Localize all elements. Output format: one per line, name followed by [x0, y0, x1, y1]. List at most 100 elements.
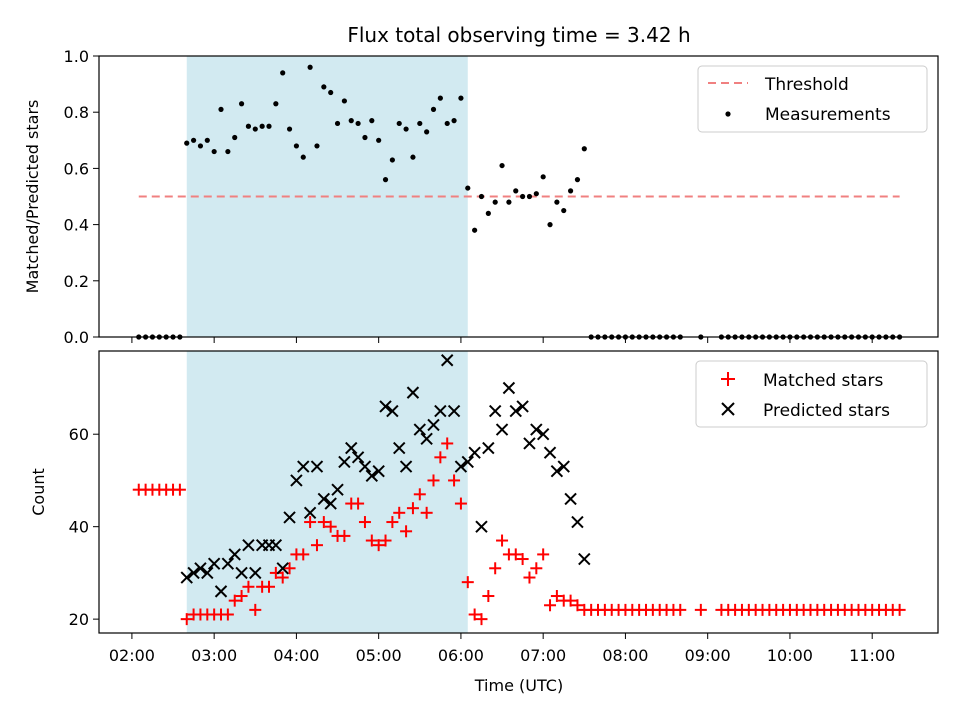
predicted-star-point	[180, 571, 193, 584]
measurement-point	[506, 199, 512, 205]
predicted-star-point	[187, 566, 200, 580]
measurement-point	[382, 177, 389, 183]
measurement-point	[232, 134, 238, 141]
predicted-star-point	[235, 566, 248, 580]
predicted-star-point	[564, 492, 577, 506]
measurement-point	[204, 137, 210, 143]
measurement-point	[478, 193, 485, 200]
matched-star-point	[310, 539, 323, 552]
predicted-star-point	[317, 492, 331, 506]
matched-star-point	[550, 590, 563, 603]
x-tick-label: 03:00	[191, 646, 237, 665]
ratio-panel-y-axis-label: Matched/Predicted stars	[23, 100, 42, 294]
predicted-star-point	[379, 400, 392, 413]
predicted-star-point	[530, 423, 543, 436]
matched-star-point	[427, 474, 440, 487]
predicted-star-point	[488, 404, 502, 418]
x-axis-label: Time (UTC)	[474, 676, 563, 695]
count-panel-legend: Matched stars Predicted stars	[695, 360, 928, 428]
predicted-star-point	[324, 497, 337, 510]
x-tick-label: 05:00	[356, 646, 402, 665]
predicted-star-point	[194, 562, 207, 575]
predicted-star-point	[338, 455, 351, 469]
x-tick-label: 09:00	[685, 646, 731, 665]
matched-star-point	[304, 516, 317, 529]
ratio-panel-frame	[98, 55, 939, 338]
measurement-point	[252, 126, 258, 132]
predicted-star-point	[221, 557, 235, 570]
measurement-point	[197, 143, 204, 149]
matched-star-point	[516, 553, 529, 566]
predicted-star-point	[386, 404, 399, 418]
matched-star-point	[448, 474, 461, 487]
x-tick-label: 10:00	[767, 646, 813, 665]
y-tick-label: 20	[69, 610, 89, 629]
ratio-panel-legend: Threshold Measurements	[697, 65, 928, 133]
predicted-star-point	[550, 464, 564, 478]
matched-star-point	[530, 562, 543, 575]
predicted-star-point	[454, 460, 468, 473]
predicted-star-point	[365, 469, 379, 483]
matched-star-point	[544, 599, 557, 612]
measurement-point	[362, 134, 368, 141]
matched-star-point	[482, 590, 495, 603]
predicted-star-point	[214, 585, 228, 598]
matched-star-point	[420, 506, 433, 519]
x-tick-label: 07:00	[520, 646, 566, 665]
predicted-star-point	[351, 451, 365, 464]
measurement-point	[567, 188, 574, 194]
predicted-star-point	[249, 566, 262, 580]
measurement-point	[396, 120, 402, 127]
matched-star-point	[434, 451, 447, 464]
y-tick-label: 0.2	[64, 272, 89, 291]
observing-window-shade-bottom	[186, 351, 468, 633]
matched-star-point	[694, 603, 707, 616]
predicted-star-point	[447, 404, 461, 418]
measurement-point	[513, 188, 519, 194]
y-tick-label: 1.0	[64, 47, 89, 66]
measurement-point	[300, 154, 306, 160]
legend-predicted-swatch	[721, 402, 735, 416]
predicted-star-point	[310, 460, 324, 473]
predicted-star-point	[536, 428, 550, 441]
y-tick-label: 0.6	[64, 159, 89, 178]
matched-star-point	[674, 603, 687, 616]
measurement-point	[403, 126, 409, 132]
count-panel-frame	[98, 350, 939, 634]
legend-measurements-swatch	[725, 111, 731, 117]
predicted-star-point	[578, 552, 591, 566]
ratio-panel-y-ticks: 0.0 0.2 0.4 0.6 0.8 1.0	[64, 47, 99, 347]
predicted-star-point	[406, 386, 420, 399]
measurement-point	[520, 193, 526, 200]
matched-star-point	[297, 548, 310, 561]
predicted-star-point	[434, 404, 447, 418]
predicted-star-point	[475, 520, 488, 533]
matched-star-point	[338, 529, 351, 542]
matched-star-point	[317, 516, 330, 529]
measurement-point	[492, 199, 498, 205]
matched-star-point	[400, 525, 413, 538]
measurement-point	[286, 126, 293, 132]
measurement-point	[348, 118, 354, 124]
measurement-point	[341, 98, 347, 104]
legend-measurements-label: Measurements	[765, 105, 891, 125]
measurement-point	[293, 143, 300, 149]
count-legend-box	[695, 360, 928, 428]
measurement-point	[499, 162, 505, 169]
matched-star-point	[468, 608, 481, 621]
measurement-point	[410, 154, 416, 160]
predicted-star-point	[571, 515, 584, 529]
matched-star-point	[379, 534, 392, 547]
legend-matched-swatch	[721, 372, 735, 386]
measurement-point	[211, 148, 217, 155]
predicted-star-point	[393, 441, 406, 455]
y-tick-label: 0.0	[64, 328, 89, 347]
matched-star-point	[221, 608, 234, 621]
predicted-star-point	[427, 418, 440, 432]
measurement-point	[334, 120, 341, 127]
measurement-point	[485, 210, 491, 216]
measurement-point	[430, 106, 437, 112]
predicted-star-point	[283, 511, 296, 524]
measurement-point	[245, 123, 252, 129]
measurement-point	[266, 123, 272, 129]
